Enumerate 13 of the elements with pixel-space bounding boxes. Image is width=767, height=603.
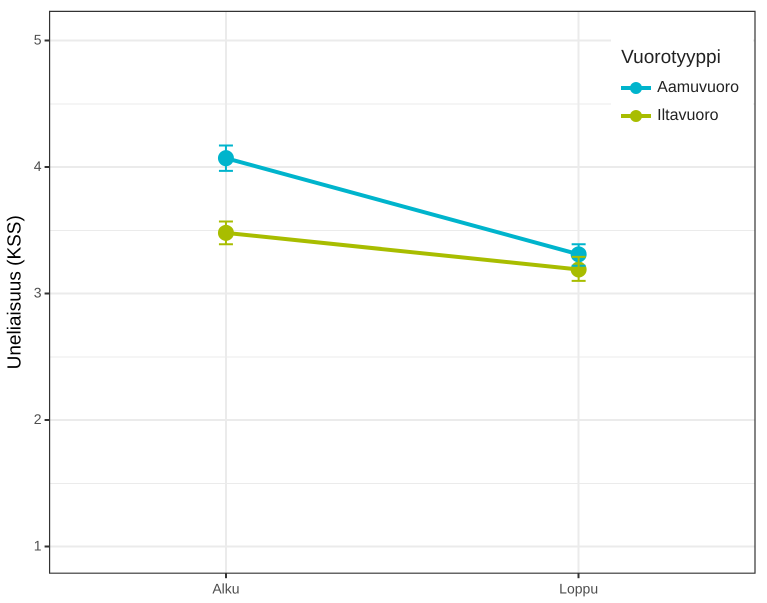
point — [218, 224, 234, 241]
legend-label: Iltavuoro — [657, 107, 719, 126]
point — [218, 150, 234, 166]
y-tick-label: 3 — [34, 284, 42, 300]
y-tick-label: 4 — [34, 158, 42, 174]
y-axis-title: Uneliaisuus (KSS) — [4, 215, 26, 370]
y-tick-label: 5 — [34, 31, 42, 48]
y-tick-label: 1 — [34, 537, 42, 554]
x-tick-label: Loppu — [559, 580, 598, 596]
x-tick-label: Alku — [212, 580, 240, 596]
legend-title: Vuorotyyppi — [621, 47, 722, 70]
legend-label: Aamuvuoro — [657, 79, 739, 98]
y-tick-label: 2 — [34, 410, 42, 427]
